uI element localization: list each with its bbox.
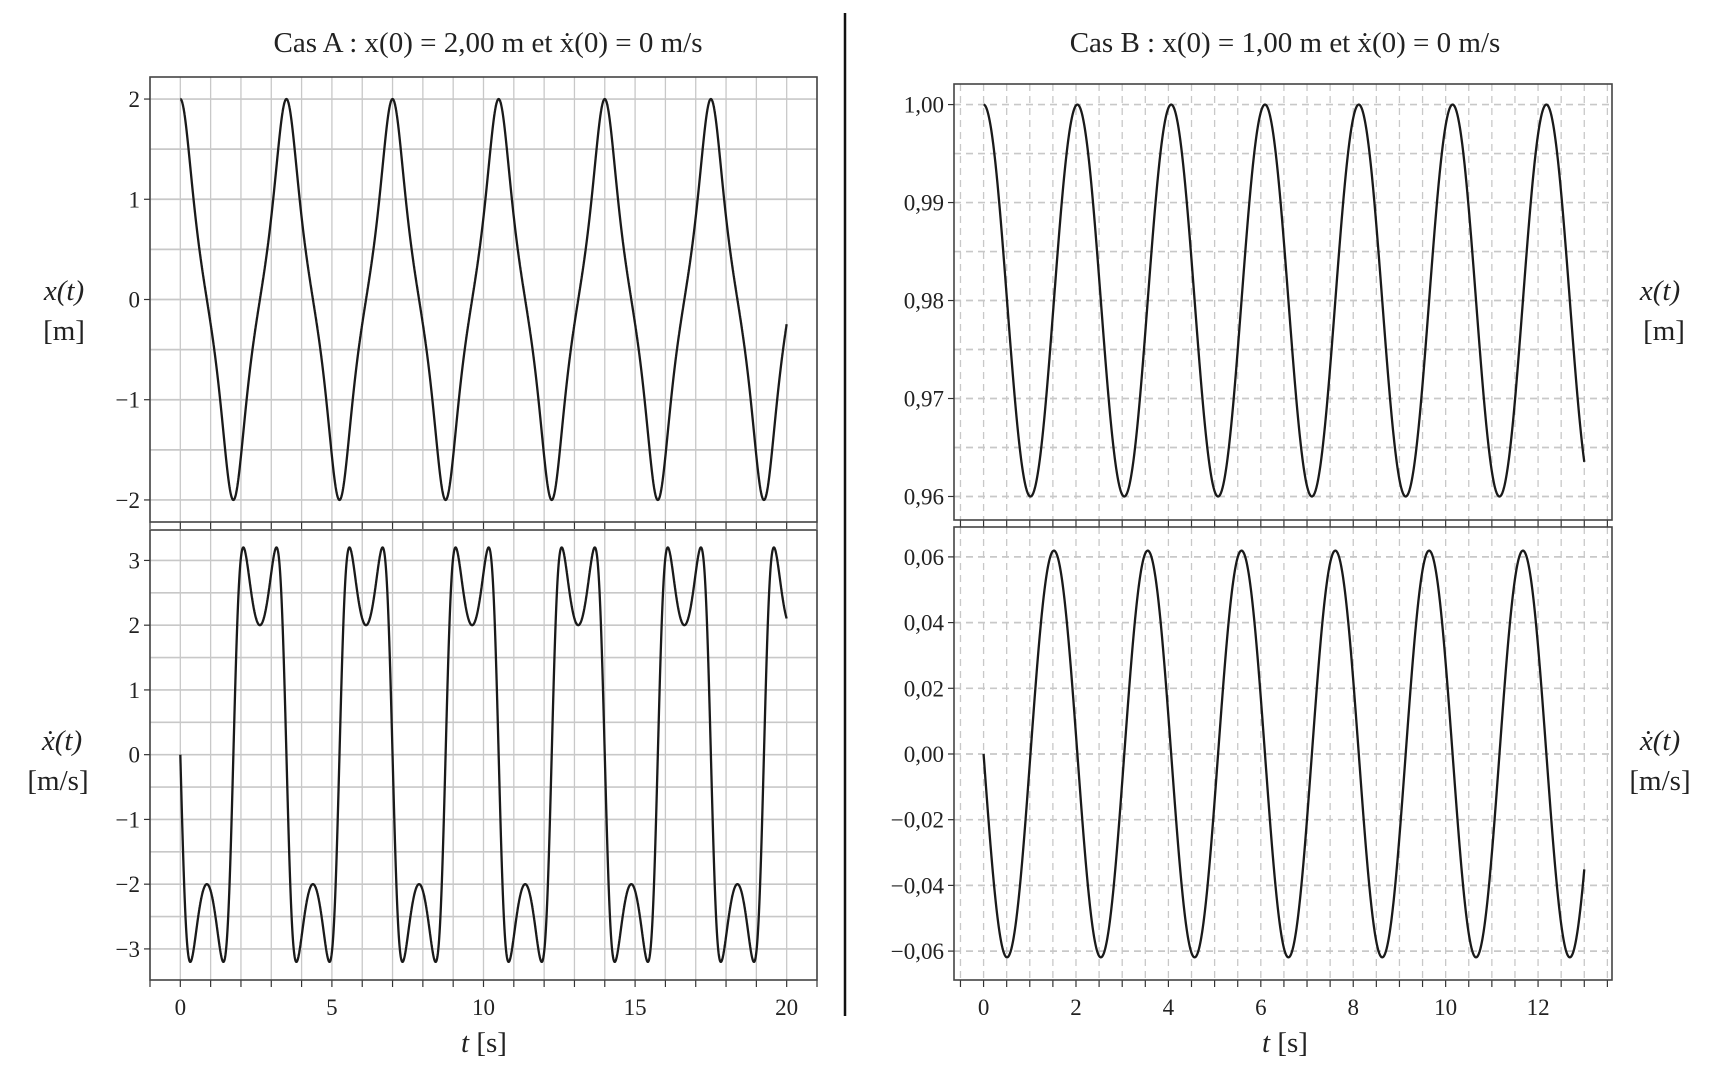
y-tick-label: 0,99 xyxy=(904,191,944,216)
x-tick-label: 20 xyxy=(775,995,798,1020)
series-line-x xyxy=(982,103,1586,498)
x-tick-label: 8 xyxy=(1347,995,1359,1020)
y-tick-label: 2 xyxy=(129,87,141,112)
y-tick-label: 0,00 xyxy=(904,742,944,767)
y-tick-label: 3 xyxy=(129,548,141,573)
y-tick-label: 0,98 xyxy=(904,289,944,314)
x-tick-label: 10 xyxy=(1434,995,1457,1020)
y-tick-label: −2 xyxy=(116,488,140,513)
ylabel-b-bottom: ẋ(t) xyxy=(1639,725,1680,757)
axes-frame xyxy=(953,83,1613,521)
panel-a-top: 2 1 0 −1 −2 xyxy=(116,76,818,529)
x-tick-label: 15 xyxy=(624,995,647,1020)
y-tick-label: −2 xyxy=(116,872,140,897)
yunit-b-bottom: [m/s] xyxy=(1629,765,1690,797)
x-tick-label: 4 xyxy=(1163,995,1175,1020)
ylabel-a-bottom: ẋ(t) xyxy=(41,725,82,757)
y-tick-label: 0,04 xyxy=(904,611,945,636)
y-tick-label: 2 xyxy=(129,613,141,638)
x-tick-label: 12 xyxy=(1527,995,1550,1020)
x-tick-label: 10 xyxy=(472,995,495,1020)
xlabel-a-sym: t xyxy=(461,1027,470,1059)
title-case-a: Cas A : x(0) = 2,00 m et ẋ(0) = 0 m/s xyxy=(273,27,702,59)
series-line-v xyxy=(982,549,1586,959)
x-tick-label: 0 xyxy=(175,995,187,1020)
series-line-x xyxy=(179,97,788,502)
ylabel-a-top: x(t) xyxy=(43,275,84,307)
y-tick-label: −1 xyxy=(116,807,140,832)
panel-b-top: 1,00 0,99 0,98 0,97 0,96 xyxy=(904,83,1613,527)
y-tick-label: −3 xyxy=(116,937,140,962)
yunit-a-bottom: [m/s] xyxy=(27,765,88,797)
y-tick-label: −1 xyxy=(116,388,140,413)
y-tick-label: 0,02 xyxy=(904,676,944,701)
ylabel-b-top: x(t) xyxy=(1639,275,1680,307)
x-tick-label: 2 xyxy=(1070,995,1082,1020)
title-case-b: Cas B : x(0) = 1,00 m et ẋ(0) = 0 m/s xyxy=(1070,27,1501,59)
y-tick-label: −0,02 xyxy=(891,808,944,833)
x-tick-label: 5 xyxy=(326,995,338,1020)
y-tick-label: 0,97 xyxy=(904,387,944,412)
xlabel-a: t [s] xyxy=(461,1027,507,1059)
xlabel-a-unit: [s] xyxy=(476,1027,507,1059)
yunit-a-top: [m] xyxy=(43,315,85,347)
y-tick-label: 0 xyxy=(129,743,141,768)
xlabel-b: t [s] xyxy=(1262,1027,1308,1059)
x-tick-label: 6 xyxy=(1255,995,1267,1020)
y-tick-label: 0 xyxy=(129,288,141,313)
y-tick-label: −0,06 xyxy=(891,939,944,964)
y-tick-label: 0,96 xyxy=(904,484,944,509)
x-tick-label: 0 xyxy=(978,995,990,1020)
y-tick-label: 1 xyxy=(129,678,141,703)
y-tick-label: −0,04 xyxy=(891,873,945,898)
yunit-b-top: [m] xyxy=(1643,315,1685,347)
xlabel-b-unit: [s] xyxy=(1277,1027,1308,1059)
y-tick-label: 0,06 xyxy=(904,545,944,570)
xlabel-b-sym: t xyxy=(1262,1027,1271,1059)
y-tick-label: 1 xyxy=(129,187,141,212)
series-line-v xyxy=(179,546,788,964)
y-tick-label: 1,00 xyxy=(904,93,944,118)
panel-b-bottom: 0,06 0,04 0,02 0,00 −0,02 −0,04 −0,06 0 2 4 6 8 10 12 xyxy=(891,526,1613,1020)
